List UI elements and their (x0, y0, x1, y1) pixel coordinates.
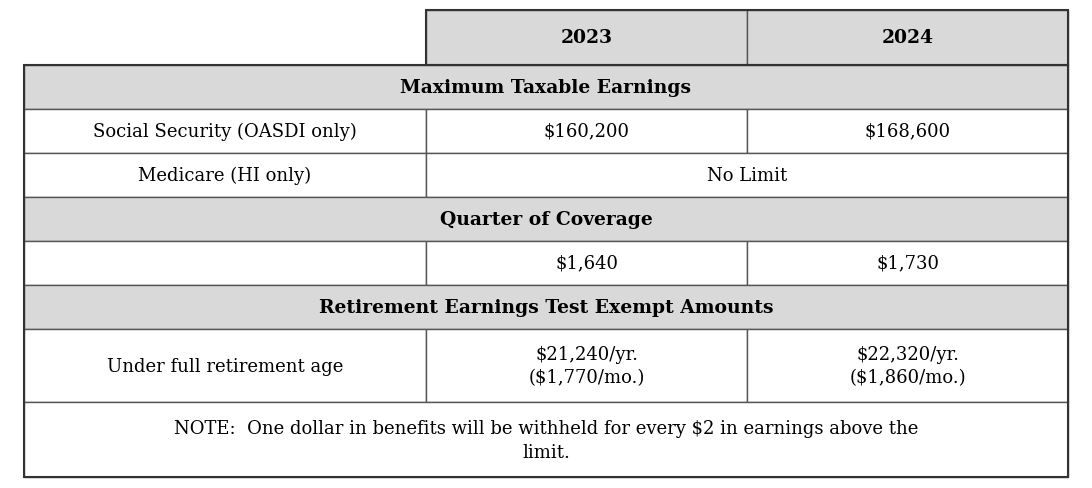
Bar (24, 66, 1068, 477)
Text: $21,240/yr.
($1,770/mo.): $21,240/yr. ($1,770/mo.) (529, 345, 645, 386)
Bar (24, 197, 1068, 241)
Text: $160,200: $160,200 (544, 122, 630, 141)
Bar (24, 110, 426, 154)
Bar (426, 241, 748, 285)
Text: 2024: 2024 (881, 29, 934, 47)
Bar (748, 241, 1068, 285)
Bar (24, 154, 426, 197)
Text: $22,320/yr.
($1,860/mo.): $22,320/yr. ($1,860/mo.) (850, 345, 966, 386)
Bar (748, 110, 1068, 154)
Text: Under full retirement age: Under full retirement age (107, 357, 343, 375)
Bar (24, 403, 1068, 477)
Bar (426, 329, 748, 403)
Bar (426, 11, 748, 66)
Text: No Limit: No Limit (707, 166, 787, 184)
Text: 2023: 2023 (560, 29, 613, 47)
Bar (24, 241, 426, 285)
Bar (24, 329, 426, 403)
Bar (426, 154, 1068, 197)
Text: Retirement Earnings Test Exempt Amounts: Retirement Earnings Test Exempt Amounts (319, 298, 773, 316)
Text: Medicare (HI only): Medicare (HI only) (139, 166, 311, 184)
Bar (748, 11, 1068, 66)
Text: NOTE:  One dollar in benefits will be withheld for every $2 in earnings above th: NOTE: One dollar in benefits will be wit… (174, 419, 918, 461)
Bar (24, 11, 426, 66)
Text: Maximum Taxable Earnings: Maximum Taxable Earnings (401, 79, 691, 97)
Bar (24, 285, 1068, 329)
Text: $1,640: $1,640 (555, 254, 618, 272)
Bar (748, 329, 1068, 403)
Text: $1,730: $1,730 (876, 254, 939, 272)
Text: $168,600: $168,600 (865, 122, 951, 141)
Bar (24, 66, 1068, 110)
Text: Social Security (OASDI only): Social Security (OASDI only) (93, 122, 357, 141)
Bar (426, 110, 748, 154)
Bar (426, 11, 1068, 66)
Text: Quarter of Coverage: Quarter of Coverage (440, 210, 652, 228)
